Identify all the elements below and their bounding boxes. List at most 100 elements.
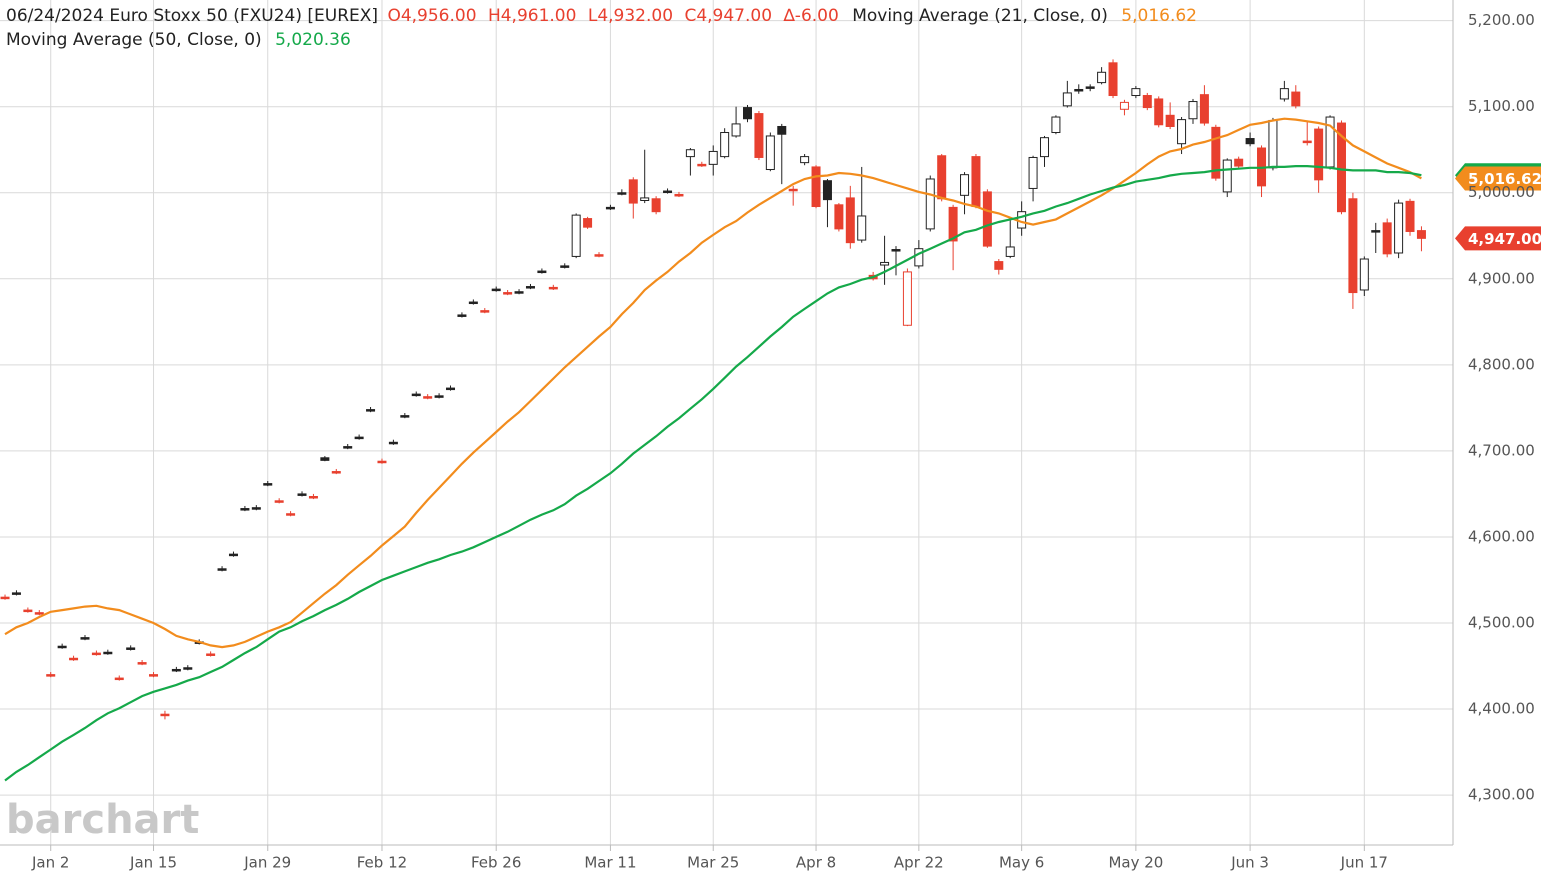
candle-body	[331, 471, 341, 474]
candle-body	[251, 507, 261, 510]
candle-body	[1177, 119, 1187, 145]
candle-body	[754, 113, 764, 158]
candle-body	[57, 645, 67, 649]
ohlc: C4,947.00	[684, 6, 772, 26]
candle-body	[1371, 230, 1381, 233]
candle-body	[491, 288, 501, 292]
candle-body	[1108, 62, 1118, 97]
candle-body	[685, 149, 695, 158]
candle-body	[994, 261, 1004, 270]
candle-body	[1119, 101, 1129, 110]
candle-body	[297, 493, 307, 496]
candle-body	[788, 188, 798, 192]
candle-body	[708, 150, 718, 165]
candle-body	[183, 667, 193, 670]
ohlc: O4,956.00	[387, 6, 476, 26]
y-tick-label: 5,100.00	[1468, 97, 1535, 115]
price-tag	[1455, 226, 1541, 251]
candle-body	[160, 713, 170, 717]
candle-body	[388, 441, 398, 445]
candle-body	[1279, 88, 1289, 100]
candle-body	[617, 192, 627, 195]
candle-body	[171, 668, 181, 672]
x-tick-label: May 20	[1108, 854, 1163, 872]
legend-label: Moving Average (21, Close, 0)	[852, 6, 1108, 26]
candle-body	[1028, 156, 1038, 189]
candle-body	[206, 653, 216, 656]
candle-body	[1039, 137, 1049, 158]
candle-body	[468, 301, 478, 305]
candle-body	[765, 135, 775, 171]
candle-body	[411, 393, 421, 397]
candle-body	[480, 310, 490, 313]
y-tick-label: 4,500.00	[1468, 613, 1535, 631]
candle-body	[80, 637, 90, 640]
x-tick-label: Apr 22	[894, 854, 944, 872]
legend-label: Moving Average (50, Close, 0)	[6, 30, 262, 50]
candle-body	[1394, 202, 1404, 254]
candle-body	[46, 674, 56, 677]
x-tick-label: Mar 25	[687, 854, 739, 872]
candle-body	[103, 651, 113, 655]
candle-body	[1359, 258, 1369, 291]
candle-body	[503, 292, 513, 295]
x-tick-label: Jan 29	[243, 854, 291, 872]
candle-body	[583, 218, 593, 228]
candle-body	[1314, 128, 1324, 181]
candle-body	[1302, 140, 1312, 144]
candle-body	[0, 596, 10, 600]
candle-body	[663, 190, 673, 194]
candle-body	[377, 460, 387, 464]
price-tag-label: 4,947.00	[1468, 230, 1541, 248]
candle-body	[1154, 98, 1164, 126]
candle-body	[1245, 138, 1255, 145]
candle-body	[971, 156, 981, 208]
candle-body	[605, 206, 615, 210]
candle-body	[137, 662, 147, 665]
watermark: barchart	[6, 797, 199, 843]
candle-body	[320, 457, 330, 461]
candle-body	[548, 286, 558, 290]
candle-body	[537, 270, 547, 274]
candle-body	[777, 125, 787, 135]
candle-body	[948, 206, 958, 242]
y-tick-label: 4,900.00	[1468, 269, 1535, 287]
candle-body	[640, 197, 650, 201]
candle-body	[308, 496, 318, 499]
legend-value: 5,020.36	[275, 30, 351, 50]
candle-body	[343, 446, 353, 449]
candle-body	[1291, 91, 1301, 107]
candle-body	[743, 107, 753, 120]
candle-body	[571, 214, 581, 257]
candle-body	[822, 180, 832, 201]
candle-body	[366, 409, 376, 412]
ma-line	[4, 117, 1422, 649]
candle-body	[1336, 122, 1346, 213]
header: Moving Average (50, Close, 0) 5,020.36	[6, 30, 351, 50]
x-tick-label: Mar 11	[584, 854, 636, 872]
candle-body	[811, 166, 821, 208]
y-tick-label: 4,400.00	[1468, 700, 1535, 718]
candle-body	[1085, 86, 1095, 89]
candle-body	[914, 248, 924, 267]
candle-body	[434, 395, 444, 398]
candle-body	[628, 179, 638, 204]
candle-body	[1268, 119, 1278, 169]
x-tick-label: Jan 15	[129, 854, 177, 872]
candle-body	[34, 612, 44, 615]
candle-body	[674, 193, 684, 197]
y-tick-label: 5,000.00	[1468, 183, 1535, 201]
candle-body	[937, 155, 947, 200]
price-tag	[1455, 166, 1541, 191]
plot	[0, 59, 1426, 782]
candle-body	[857, 215, 867, 241]
grid	[0, 0, 1453, 845]
candle-body	[23, 609, 33, 613]
price-tags: 5,016.62 4,947.00	[1455, 163, 1541, 251]
candle-body	[1097, 71, 1107, 84]
candle-body	[228, 553, 238, 557]
candle-body	[697, 163, 707, 167]
candle-body	[1199, 94, 1209, 124]
candle-body	[594, 254, 604, 257]
